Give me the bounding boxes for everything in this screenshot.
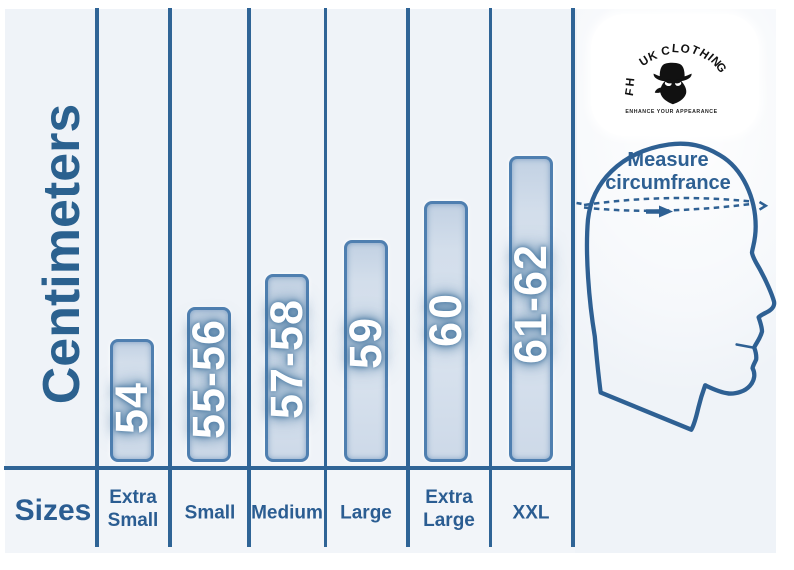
svg-text:H: H xyxy=(623,77,638,87)
svg-text:Measure: Measure xyxy=(627,149,708,171)
svg-text:C: C xyxy=(661,43,671,58)
svg-text:ENHANCE YOUR APPEARANCE: ENHANCE YOUR APPEARANCE xyxy=(625,109,717,115)
svg-text:O: O xyxy=(679,41,691,57)
svg-text:F: F xyxy=(622,87,637,97)
svg-text:L: L xyxy=(671,41,679,56)
svg-text:circumfrance: circumfrance xyxy=(605,172,731,194)
svg-text:I: I xyxy=(705,51,717,64)
